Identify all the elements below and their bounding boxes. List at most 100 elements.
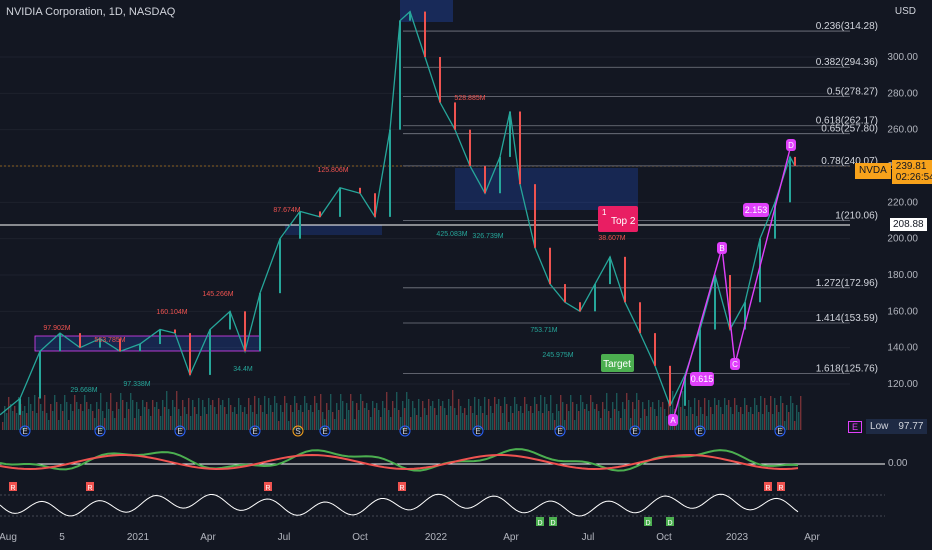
fib-label: 0.78(240.07) (821, 156, 878, 167)
volume-bar (90, 404, 92, 430)
earnings-marker: E (697, 427, 702, 436)
volume-bar (118, 409, 120, 430)
volume-bar (800, 396, 802, 430)
candle (159, 329, 161, 345)
candle (499, 156, 501, 194)
volume-bar (378, 410, 380, 430)
volume-bar (186, 414, 188, 430)
volume-bar (340, 394, 342, 430)
volume-bar (540, 395, 542, 430)
volume-bar (762, 414, 764, 430)
volume-bar (70, 404, 72, 430)
volume-bar (636, 393, 638, 430)
osc-marker: D (667, 520, 672, 527)
volume-bar (444, 408, 446, 430)
candle (389, 129, 391, 217)
oscillator-panel-2: R R R R R R D D D D (0, 482, 885, 527)
volume-bar (28, 397, 30, 430)
volume-bar (578, 411, 580, 430)
earnings-icon (629, 425, 641, 437)
volume-bar (222, 400, 224, 430)
volume-bar (386, 392, 388, 430)
volume-bar (24, 406, 26, 430)
volume-bar (94, 418, 96, 430)
volume-bar (454, 408, 456, 430)
earnings-marker: E (322, 427, 327, 436)
candle (424, 11, 426, 58)
volume-bar (666, 416, 668, 430)
earnings-marker: E (252, 427, 257, 436)
volume-bar (426, 415, 428, 430)
volume-bar (362, 401, 364, 430)
volume-bar (602, 402, 604, 430)
volume-bar (546, 404, 548, 430)
osc-marker-box (549, 517, 557, 526)
volume-bar (338, 410, 340, 430)
volume-bar (770, 396, 772, 430)
volume-bar (2, 422, 4, 430)
volume-bar (686, 416, 688, 430)
volume-bar (98, 409, 100, 430)
volume-label: 97.902M (43, 325, 70, 332)
fib-levels: 0.236(314.28) 0.382(294.36) 0.5(278.27) 0.6… (403, 21, 878, 375)
volume-bar (336, 403, 338, 430)
volume-bar (288, 421, 290, 430)
x-axis: Aug 5 2021 Apr Jul Oct 2022 Apr Jul Oct 2023 Apr (0, 532, 820, 543)
volume-bar (412, 401, 414, 430)
volume-bar (448, 399, 450, 430)
volume-bar (232, 412, 234, 430)
volume-bar (96, 402, 98, 430)
volume-bar (68, 420, 70, 430)
volume-bar (690, 407, 692, 430)
volume-bar (122, 400, 124, 430)
volume-bar (792, 403, 794, 430)
candle (359, 187, 361, 194)
fib-label: 1(210.06) (835, 210, 878, 221)
volume-bar (238, 398, 240, 430)
volume-bar (368, 410, 370, 430)
candle (484, 166, 486, 194)
volume-bar (172, 400, 174, 430)
candle (534, 184, 536, 248)
volume-bars (2, 390, 802, 430)
volume-label: 753.71M (530, 327, 557, 334)
ratio-box (743, 203, 769, 217)
volume-bar (218, 398, 220, 430)
volume-bar (10, 404, 12, 430)
candle (564, 284, 566, 303)
volume-bar (460, 406, 462, 430)
volume-bar (710, 407, 712, 430)
candle (399, 20, 401, 130)
volume-bar (398, 410, 400, 430)
volume-bar (76, 402, 78, 430)
volume-bar (182, 400, 184, 430)
x-tick-label: Apr (804, 532, 820, 543)
volume-bar (726, 405, 728, 430)
candle (139, 344, 141, 352)
volume-bar (604, 409, 606, 430)
volume-bar (732, 414, 734, 430)
volume-bar (496, 404, 498, 430)
volume-bar (244, 407, 246, 430)
volume-bar (354, 419, 356, 430)
candle (59, 333, 61, 352)
volume-bar (574, 420, 576, 430)
low-label: Low (870, 421, 889, 432)
volume-bar (598, 411, 600, 430)
candle (684, 374, 686, 406)
candle (579, 302, 581, 312)
volume-bar (474, 397, 476, 430)
volume-label: 87.674M (273, 207, 300, 214)
volume-bar (72, 411, 74, 430)
harmonic-point (717, 242, 727, 254)
volume-bar (268, 398, 270, 430)
volume-bar (12, 411, 14, 430)
volume-bar (424, 408, 426, 430)
zone-box (400, 0, 453, 22)
candle (259, 293, 261, 352)
volume-bar (136, 402, 138, 430)
volume-bar (500, 406, 502, 430)
volume-bar (44, 395, 46, 430)
osc-marker-box (536, 517, 544, 526)
